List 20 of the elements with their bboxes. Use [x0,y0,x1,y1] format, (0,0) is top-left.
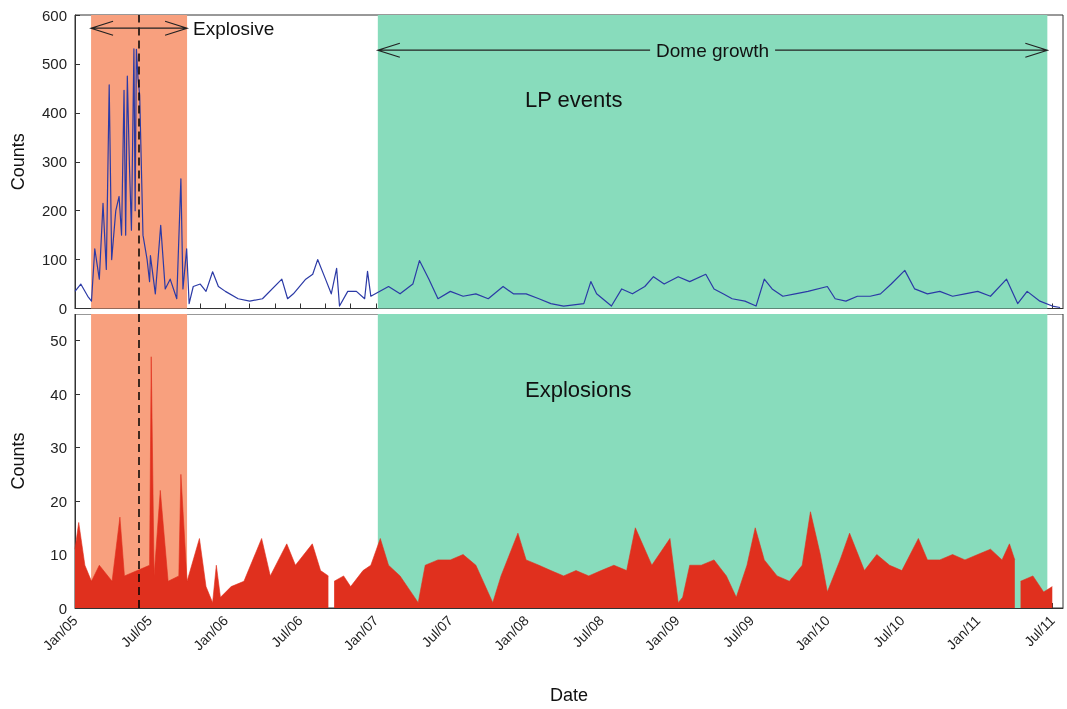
y-axis-title: Counts [8,133,28,191]
y-tick-label: 20 [50,492,67,510]
y-tick-label: 0 [58,599,67,617]
y-tick-label: 500 [41,55,67,73]
band-label: Dome growth [656,39,770,61]
y-tick-label: 30 [50,439,67,457]
x-axis-title: Date [549,685,589,705]
y-axis-title: Counts [8,432,28,490]
y-tick-label: 300 [41,153,67,171]
y-tick-label: 50 [50,332,67,350]
y-tick-label: 200 [41,202,67,220]
y-tick-label: 400 [41,104,67,122]
annotation: LP events [525,86,623,112]
y-tick-label: 600 [41,6,67,24]
y-tick-label: 0 [58,300,67,317]
y-tick-label: 40 [50,385,67,403]
band-label: Explosive [193,17,275,39]
y-tick-label: 10 [50,546,67,564]
y-tick-label: 100 [41,251,67,269]
annotation: Explosions [525,376,632,402]
